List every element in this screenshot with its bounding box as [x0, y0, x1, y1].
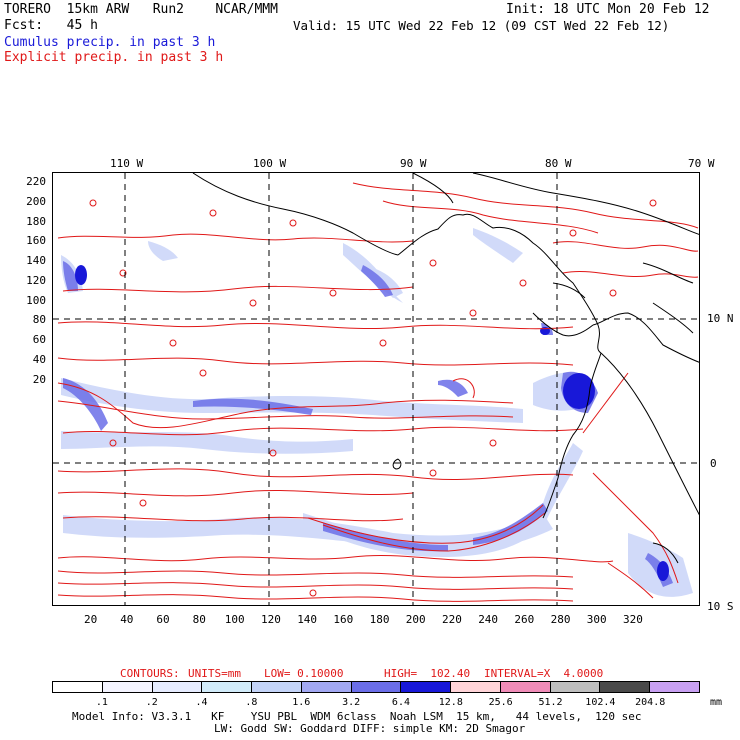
colorbar-swatch	[202, 682, 253, 692]
colorbar-label: .2	[145, 697, 158, 708]
x-tick-label: 280	[550, 613, 571, 626]
y-tick-label: 60	[32, 333, 46, 346]
model-info: Model Info: V3.3.1 KF YSU PBL WDM 6class…	[72, 710, 642, 723]
lon-label-70w: 70 W	[688, 157, 715, 170]
lon-label-110w: 110 W	[110, 157, 144, 170]
x-tick-label: 120	[261, 613, 281, 626]
colorbar-label: 25.6	[488, 697, 513, 708]
y-tick-label: 140	[26, 254, 46, 267]
x-tick-label: 60	[156, 613, 170, 626]
colorbar-label: .1	[95, 697, 108, 708]
colorbar-swatch	[301, 682, 352, 692]
colorbar-swatch	[451, 682, 501, 692]
y-tick-label: 180	[26, 214, 46, 228]
map-canvas	[53, 173, 699, 605]
lat-lon-grid	[53, 173, 699, 605]
forecast-hour: Fcst: 45 h	[4, 18, 98, 33]
colorbar-label: .8	[245, 697, 258, 708]
x-tick-label: 180	[369, 613, 390, 626]
colorbar-swatch	[600, 682, 651, 692]
colorbar-swatch	[351, 682, 402, 692]
x-tick-label: 220	[442, 613, 462, 626]
y-tick-label: 40	[32, 352, 46, 366]
lon-label-90w: 90 W	[400, 157, 427, 170]
x-tick-label: 300	[586, 613, 607, 626]
colorbar-label: 1.6	[292, 697, 311, 708]
y-tick-label: 120	[26, 273, 46, 287]
valid-time: Valid: 15 UTC Wed 22 Feb 12 (09 CST Wed …	[293, 18, 670, 33]
colorbar-label: 3.2	[342, 697, 361, 708]
lat-label-0: 0	[710, 457, 717, 470]
cumulus-precip-core	[63, 261, 673, 587]
x-tick-label: 320	[623, 613, 643, 626]
x-tick-label: 140	[297, 613, 318, 626]
legend-explicit: Explicit precip. in past 3 h	[4, 50, 224, 65]
y-tick-label: 160	[26, 234, 46, 248]
lat-label-10s: 10 S	[707, 600, 734, 613]
colorbar-swatch	[53, 682, 103, 692]
contour-low: LOW= 0.10000	[264, 667, 344, 680]
init-time: Init: 18 UTC Mon 20 Feb 12	[506, 2, 710, 17]
y-tick-label: 20	[32, 372, 46, 386]
colorbar-swatch	[550, 682, 601, 692]
y-tick-label: 220	[26, 175, 46, 188]
colorbar-swatch	[152, 682, 203, 692]
colorbar-swatch	[102, 682, 153, 692]
colorbar-label: 6.4	[391, 697, 410, 708]
x-tick-label: 160	[333, 613, 354, 626]
colorbar-label: 12.8	[438, 697, 463, 708]
y-tick-label: 80	[32, 313, 46, 327]
contour-units: UNITS=mm	[188, 667, 241, 680]
precip-map	[52, 172, 700, 606]
colorbar-swatch	[401, 682, 452, 692]
x-tick-label: 240	[478, 613, 499, 626]
x-tick-label: 40	[120, 613, 134, 626]
x-tick-label: 200	[405, 613, 426, 626]
colorbar-swatch	[650, 682, 699, 692]
colorbar-label: 204.8	[635, 697, 666, 708]
x-tick-label: 20	[84, 613, 98, 626]
model-title: TORERO 15km ARW Run2 NCAR/MMM	[4, 2, 278, 17]
y-tick-label: 200	[26, 194, 46, 208]
colorbar-label: .4	[195, 697, 208, 708]
precip-colorbar	[52, 681, 700, 693]
x-tick-label: 80	[192, 613, 206, 626]
colorbar-label: 102.4	[585, 697, 616, 708]
coastlines	[192, 173, 699, 564]
contour-high: HIGH= 102.40	[384, 667, 471, 680]
lat-label-10n: 10 N	[707, 312, 734, 325]
legend-cumulus: Cumulus precip. in past 3 h	[4, 35, 216, 50]
x-tick-label: 260	[514, 613, 535, 626]
colorbar-swatch	[252, 682, 302, 692]
lon-label-80w: 80 W	[545, 157, 572, 170]
x-tick-label: 100	[224, 613, 245, 626]
y-tick-label: 100	[26, 293, 46, 307]
lon-label-100w: 100 W	[253, 157, 287, 170]
explicit-precip-contours	[57, 182, 699, 602]
physics-info: LW: Godd SW: Goddard DIFF: simple KM: 2D…	[214, 722, 526, 735]
colorbar-label: 51.2	[538, 697, 563, 708]
colorbar-swatch	[500, 682, 551, 692]
contour-label: CONTOURS:	[120, 667, 180, 680]
contour-interval: INTERVAL=X 4.0000	[484, 667, 604, 680]
colorbar-units: mm	[710, 697, 723, 708]
